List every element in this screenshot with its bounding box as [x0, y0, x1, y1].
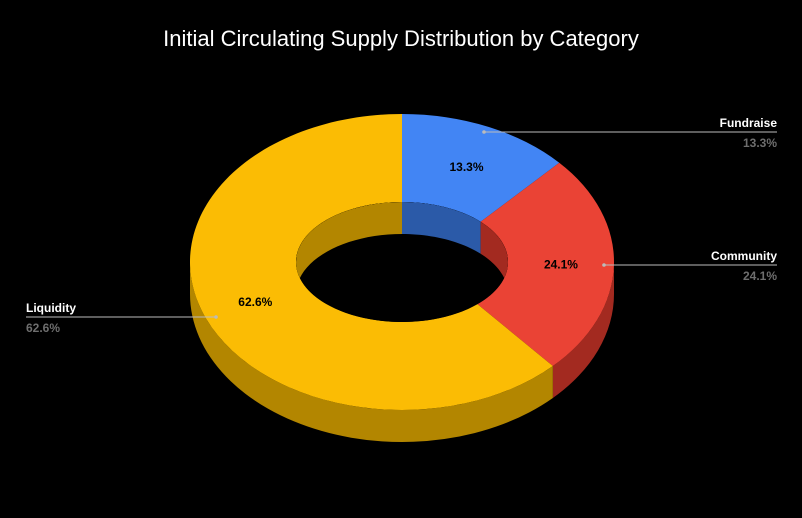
donut-top-faces: [189, 114, 614, 410]
inner-wall-community-0: [480, 221, 508, 294]
slice-community: [477, 162, 614, 366]
callout-name-community: Community: [711, 249, 777, 263]
slice-label-fundraise: 13.3%: [450, 160, 484, 174]
chart-title: Initial Circulating Supply Distribution …: [163, 26, 639, 51]
slice-label-community: 24.1%: [544, 257, 578, 271]
side-wall-community: [552, 262, 614, 398]
slice-fundraise: [402, 114, 560, 222]
donut-labels: 13.3% Fundraise 13.3% 24.1% Community 24.1% 62…: [26, 116, 777, 335]
callout-value-liquidity: 62.6%: [26, 321, 60, 335]
inner-walls: [296, 202, 508, 294]
callout-value-fundraise: 13.3%: [743, 136, 777, 150]
callout-name-liquidity: Liquidity: [26, 301, 76, 315]
callout-value-community: 24.1%: [743, 269, 777, 283]
side-wall-liquidity: [190, 262, 553, 442]
inner-wall-liquidity-1: [296, 202, 402, 294]
donut-hole: [296, 202, 508, 322]
inner-wall-fundraise-0: [402, 202, 481, 254]
slice-liquidity: [189, 114, 553, 410]
slice-label-liquidity: 62.6%: [238, 295, 272, 309]
donut-side-walls: [190, 262, 614, 442]
callout-name-fundraise: Fundraise: [720, 116, 778, 130]
